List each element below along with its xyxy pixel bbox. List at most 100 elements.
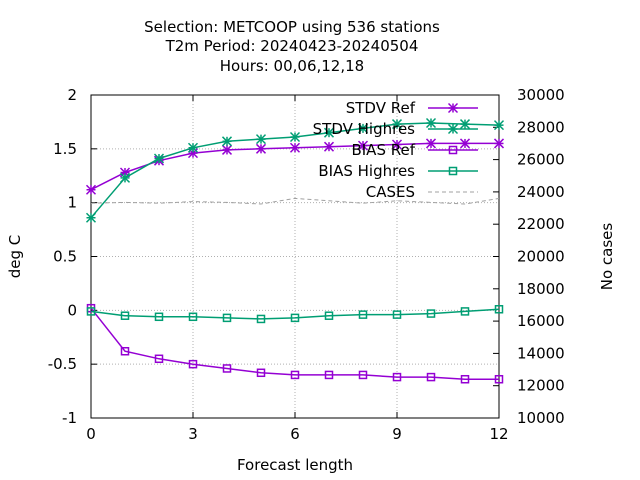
data-point-stdv-ref <box>255 143 267 154</box>
data-point-bias-ref <box>426 372 436 382</box>
data-point-stdv-ref <box>323 141 335 152</box>
legend-item-bias-highres: BIAS Highres <box>318 162 478 180</box>
y2-tick-label: 16000 <box>517 312 565 330</box>
data-point-stdv-highres <box>85 212 97 223</box>
data-point-bias-highres <box>392 310 402 319</box>
data-point-bias-highres <box>86 307 96 316</box>
series-cases <box>90 197 500 205</box>
legend-label: STDV Ref <box>346 99 416 117</box>
y2-tick-label: 26000 <box>517 151 565 169</box>
data-point-bias-highres <box>290 313 300 323</box>
data-point-stdv-highres <box>323 127 335 138</box>
data-point-bias-highres <box>120 311 130 320</box>
y2-tick-label: 28000 <box>517 118 565 136</box>
series-layer <box>85 117 505 384</box>
chart-title-line-2: T2m Period: 20240423-20240504 <box>165 37 419 55</box>
x-axis-label: Forecast length <box>237 456 353 474</box>
data-point-stdv-ref <box>289 142 301 153</box>
series-line-bias-highres <box>90 308 500 320</box>
data-point-stdv-ref <box>459 138 471 149</box>
y2-tick-label: 14000 <box>517 344 565 362</box>
chart-title: Selection: METCOOP using 536 stations T2… <box>144 18 440 75</box>
data-point-bias-ref <box>188 359 198 369</box>
data-point-bias-ref <box>154 354 164 364</box>
y2-tick-label: 22000 <box>517 215 565 233</box>
legend-item-cases: CASES <box>366 183 478 201</box>
x-tick-label: 6 <box>290 425 300 443</box>
data-point-stdv-highres <box>221 136 233 147</box>
data-point-stdv-highres <box>357 123 369 134</box>
y2-tick-label: 30000 <box>517 86 565 104</box>
x-tick-label: 3 <box>188 425 198 443</box>
chart-title-line-1: Selection: METCOOP using 536 stations <box>144 18 440 36</box>
data-point-bias-highres <box>154 312 164 322</box>
y-tick-label: -1 <box>62 409 77 427</box>
data-point-bias-ref <box>494 374 504 384</box>
y2-axis-label: No cases <box>598 223 616 291</box>
legend-label: BIAS Highres <box>318 162 415 180</box>
data-point-bias-highres <box>426 309 436 318</box>
y2-tick-label: 10000 <box>517 409 565 427</box>
data-point-bias-highres <box>324 311 334 320</box>
series-line-cases <box>90 197 500 205</box>
data-point-stdv-ref <box>493 138 505 149</box>
data-point-stdv-highres <box>425 117 437 129</box>
y2-tick-label: 20000 <box>517 248 565 266</box>
data-point-stdv-ref <box>85 184 97 195</box>
data-point-stdv-highres <box>493 120 505 131</box>
data-point-bias-highres <box>222 313 232 323</box>
data-point-bias-highres <box>358 310 368 319</box>
data-point-stdv-highres <box>187 142 199 153</box>
data-point-bias-highres <box>256 314 266 324</box>
legend-marker <box>447 102 459 114</box>
series-line-bias-ref <box>90 307 499 380</box>
data-point-bias-highres <box>460 307 470 316</box>
y-tick-label: 2 <box>67 86 77 104</box>
axis-ticks: 0 3 6 9 12 -1 -0.5 0 0.5 1 1.5 2 10000 12000 14000 1600… <box>48 86 565 443</box>
data-point-bias-highres <box>494 305 504 314</box>
legend-marker <box>448 145 458 155</box>
y2-tick-label: 24000 <box>517 183 565 201</box>
data-point-bias-ref <box>256 368 266 378</box>
data-point-stdv-ref <box>221 144 233 155</box>
data-point-bias-ref <box>392 372 402 382</box>
legend-item-stdv-highres: STDV Highres <box>313 120 478 138</box>
legend-label: BIAS Ref <box>351 141 415 159</box>
data-point-stdv-highres <box>459 119 471 130</box>
data-point-bias-highres <box>188 312 198 322</box>
data-point-bias-ref <box>460 374 470 384</box>
y2-tick-label: 12000 <box>517 377 565 395</box>
chart-title-line-3: Hours: 00,06,12,18 <box>220 57 364 75</box>
data-point-bias-ref <box>290 370 300 380</box>
legend: STDV Ref STDV Highres BIAS Ref BIAS Highres… <box>313 99 478 201</box>
y-tick-label: -0.5 <box>48 355 77 373</box>
y-tick-label: 1.5 <box>53 140 77 158</box>
data-point-stdv-highres <box>391 119 403 130</box>
data-point-stdv-ref <box>357 140 369 151</box>
legend-marker <box>448 166 458 176</box>
data-point-stdv-highres <box>119 172 131 183</box>
data-point-stdv-highres <box>255 134 267 145</box>
x-tick-label: 0 <box>86 425 96 443</box>
data-point-bias-ref <box>324 370 334 380</box>
legend-item-bias-ref: BIAS Ref <box>351 141 478 159</box>
data-point-bias-ref <box>358 370 368 380</box>
y-tick-label: 0 <box>67 301 77 319</box>
legend-marker <box>447 123 459 135</box>
legend-item-stdv-ref: STDV Ref <box>346 99 478 117</box>
y2-tick-label: 18000 <box>517 280 565 298</box>
data-point-bias-ref <box>120 346 130 356</box>
series-stdv-highres <box>85 117 505 223</box>
series-bias-highres <box>86 305 504 324</box>
x-tick-label: 9 <box>392 425 402 443</box>
data-point-stdv-highres <box>153 153 165 164</box>
data-point-stdv-highres <box>289 131 301 143</box>
data-point-stdv-ref <box>391 139 403 150</box>
legend-label: CASES <box>366 183 415 201</box>
x-tick-label: 12 <box>489 425 508 443</box>
data-point-bias-ref <box>222 364 232 373</box>
data-point-stdv-ref <box>425 138 437 149</box>
y-axis-label: deg C <box>6 235 24 279</box>
legend-label: STDV Highres <box>313 120 416 138</box>
